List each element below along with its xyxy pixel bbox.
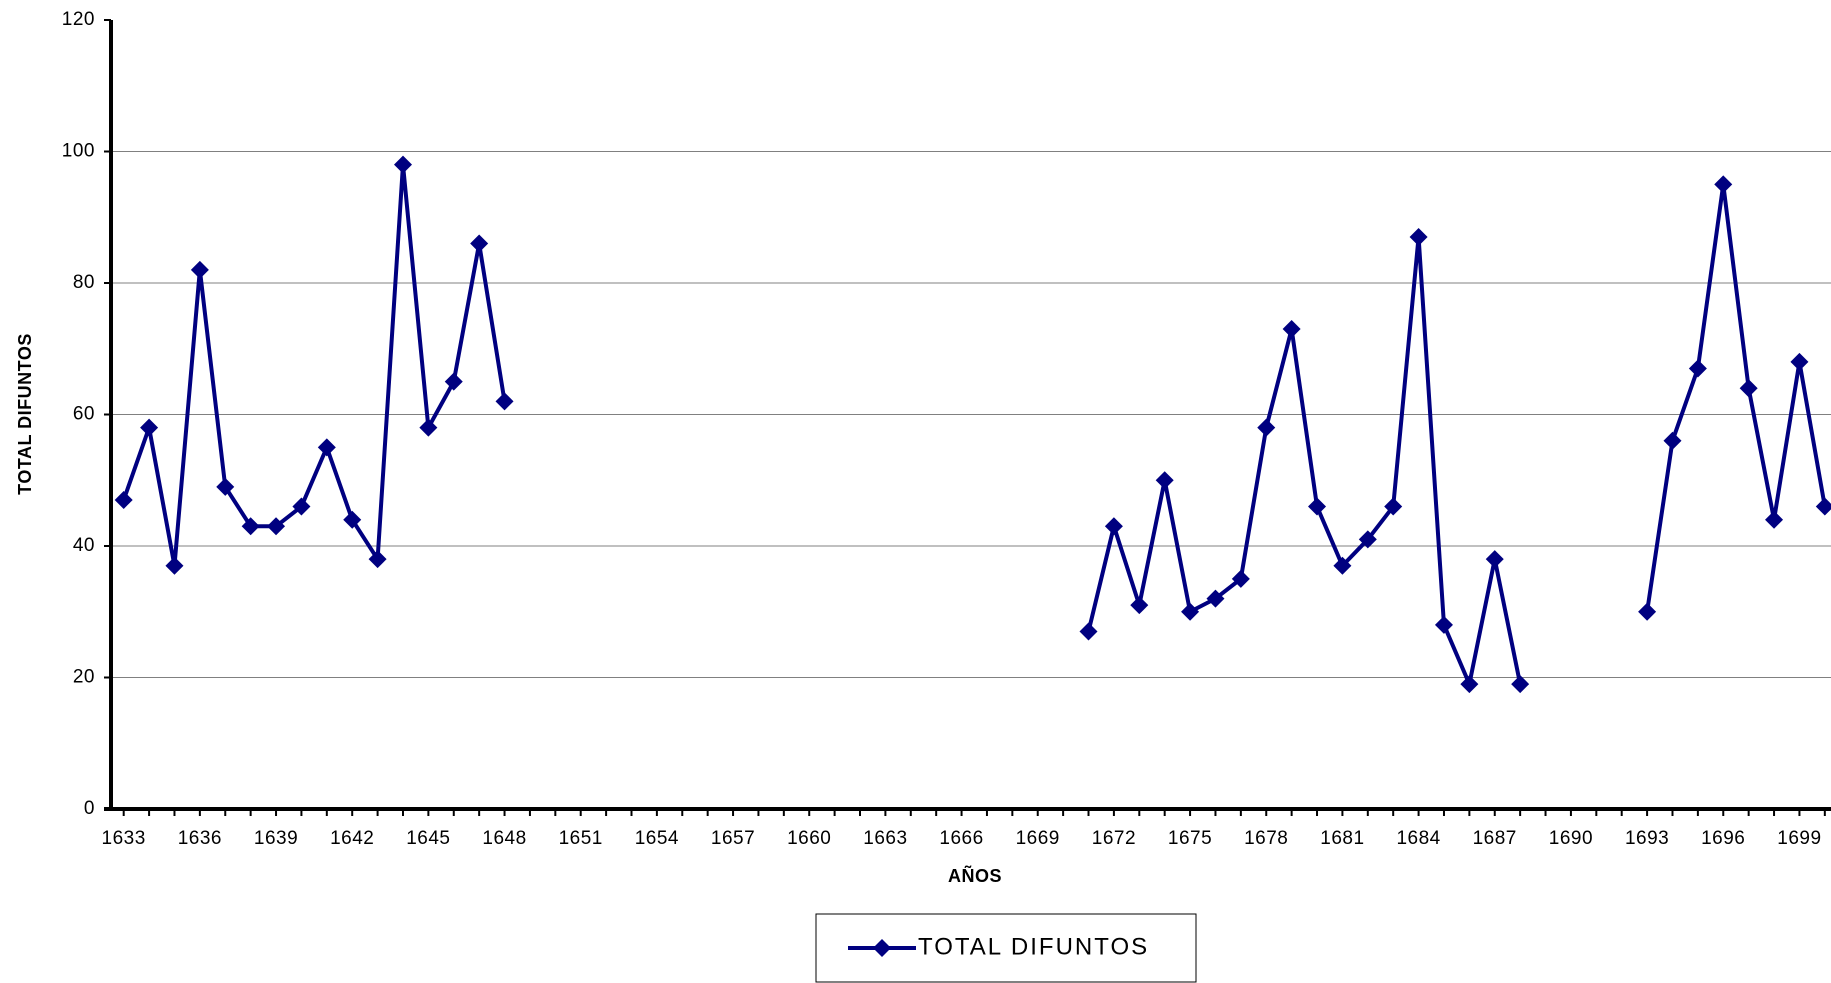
marker	[165, 556, 184, 575]
x-tick-label: 1645	[406, 828, 450, 849]
marker	[317, 438, 336, 457]
marker	[1333, 556, 1352, 575]
marker	[444, 372, 463, 391]
marker	[1434, 615, 1453, 634]
x-tick-label: 1675	[1168, 828, 1212, 849]
x-tick-label: 1693	[1625, 828, 1669, 849]
marker	[1638, 602, 1657, 621]
x-tick-label: 1669	[1016, 828, 1060, 849]
marker	[1714, 175, 1733, 194]
marker	[1790, 352, 1809, 371]
y-tick-label: 100	[62, 141, 95, 162]
y-tick-label: 80	[73, 272, 95, 293]
marker	[419, 418, 438, 437]
marker	[1460, 675, 1479, 694]
line	[121, 162, 1827, 687]
marker	[1485, 550, 1504, 569]
marker	[1358, 530, 1377, 549]
x-tick-label: 1633	[102, 828, 146, 849]
legend-marker	[873, 939, 891, 957]
marker	[1206, 589, 1225, 608]
x-tick-label: 1636	[178, 828, 222, 849]
x-tick-label: 1672	[1092, 828, 1136, 849]
y-tick-label: 60	[73, 404, 95, 425]
x-tick-label: 1684	[1396, 828, 1440, 849]
x-tick-label: 1666	[939, 828, 983, 849]
marker	[343, 510, 362, 529]
y-tick-label: 0	[84, 798, 95, 819]
marker	[1308, 497, 1327, 516]
x-tick-label: 1678	[1244, 828, 1288, 849]
x-tick-label: 1660	[787, 828, 831, 849]
marker	[114, 490, 133, 509]
marker	[1739, 379, 1758, 398]
x-tick-label: 1642	[330, 828, 374, 849]
marker	[1815, 497, 1831, 516]
marker	[1282, 320, 1301, 339]
marker	[1181, 602, 1200, 621]
marker	[1155, 471, 1174, 490]
x-tick-label: 1639	[254, 828, 298, 849]
x-tick-label: 1690	[1549, 828, 1593, 849]
x-tick-label: 1663	[863, 828, 907, 849]
marker	[1765, 510, 1784, 529]
marker	[393, 155, 412, 174]
x-tick-label: 1657	[711, 828, 755, 849]
y-axis-label: TOTAL DIFUNTOS	[15, 333, 35, 495]
legend-label: TOTAL DIFUNTOS	[918, 933, 1149, 960]
marker	[1257, 418, 1276, 437]
marker	[1663, 431, 1682, 450]
x-tick-label: 1696	[1701, 828, 1745, 849]
y-tick-label: 120	[62, 9, 95, 30]
y-tick-label: 40	[73, 535, 95, 556]
marker	[1511, 675, 1530, 694]
marker	[1079, 622, 1098, 641]
x-tick-label: 1687	[1473, 828, 1517, 849]
marker	[470, 234, 489, 253]
x-tick-label: 1654	[635, 828, 679, 849]
x-tick-label: 1651	[559, 828, 603, 849]
marker	[292, 497, 311, 516]
marker	[1104, 517, 1123, 536]
x-tick-label: 1699	[1777, 828, 1821, 849]
marker	[1409, 227, 1428, 246]
marker	[1384, 497, 1403, 516]
marker	[267, 517, 286, 536]
marker	[1130, 596, 1149, 615]
marker	[1688, 359, 1707, 378]
marker	[216, 477, 235, 496]
x-axis-label: AÑOS	[948, 865, 1002, 886]
marker	[368, 550, 387, 569]
marker	[190, 260, 209, 279]
marker	[495, 392, 514, 411]
x-tick-label: 1681	[1320, 828, 1364, 849]
y-tick-label: 20	[73, 667, 95, 688]
marker	[1231, 569, 1250, 588]
x-tick-label: 1648	[482, 828, 526, 849]
marker	[241, 517, 260, 536]
marker	[140, 418, 159, 437]
